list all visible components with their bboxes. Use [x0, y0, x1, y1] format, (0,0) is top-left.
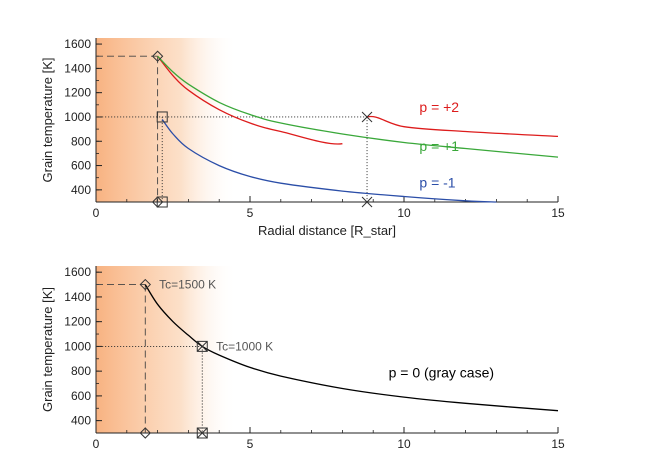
x-tick-label: 10: [397, 206, 411, 220]
square-marker: [156, 196, 168, 208]
square-marker: [156, 111, 168, 123]
annotation-label: Tc=1500 K: [159, 278, 216, 292]
x-tick-label: 5: [247, 437, 254, 451]
y-tick-label: 1200: [64, 86, 91, 100]
y-tick-label: 1000: [64, 339, 91, 353]
diamond-marker: [139, 427, 151, 439]
series-line: [157, 55, 559, 158]
x-marker: [361, 196, 373, 208]
series-label: p = 0 (gray case): [389, 364, 494, 380]
y-tick-label: 400: [71, 414, 91, 428]
series-line: [144, 284, 559, 412]
shaded-region: [96, 266, 238, 433]
y-tick-label: 600: [71, 389, 91, 403]
y-tick-label: 1600: [64, 265, 91, 279]
boxed-x-marker: [196, 427, 208, 439]
x-marker: [361, 111, 373, 123]
x-tick-label: 5: [247, 206, 254, 220]
y-tick-label: 1200: [64, 315, 91, 329]
x-tick-label: 10: [397, 437, 411, 451]
y-tick-label: 400: [71, 183, 91, 197]
boxed-x-marker: [196, 340, 208, 352]
series-label: p = +2: [419, 99, 459, 115]
top-chart: 400 600 800 1000 1200 1400 1600 0 5 10 15 Grain tem…: [40, 37, 565, 238]
series-label: p = +1: [419, 138, 459, 154]
x-tick-label: 0: [93, 437, 100, 451]
x-tick-label: 15: [551, 206, 565, 220]
x-tick-label: 15: [551, 437, 565, 451]
y-axis-label: Grain temperature [K]: [40, 58, 55, 183]
series-line: [157, 55, 559, 145]
series-label: p = -1: [419, 174, 455, 190]
diamond-marker: [139, 278, 151, 291]
annotation-label: Tc=1000 K: [216, 339, 273, 353]
y-tick-label: 1600: [64, 37, 91, 51]
diamond-marker: [151, 50, 164, 62]
y-tick-label: 1000: [64, 110, 91, 124]
y-tick-label: 600: [71, 159, 91, 173]
bottom-chart: 400 600 800 1000 1200 1400 1600 0 5 10 15 Grain tem…: [40, 265, 565, 451]
y-tick-label: 1400: [64, 61, 91, 75]
x-axis-label: Radial distance [R_star]: [258, 223, 396, 238]
y-tick-label: 1400: [64, 290, 91, 304]
series-line: [161, 119, 497, 203]
y-tick-label: 800: [71, 364, 91, 378]
y-axis-label: Grain temperature [K]: [40, 287, 55, 412]
x-tick-label: 0: [93, 206, 100, 220]
y-tick-label: 800: [71, 134, 91, 148]
